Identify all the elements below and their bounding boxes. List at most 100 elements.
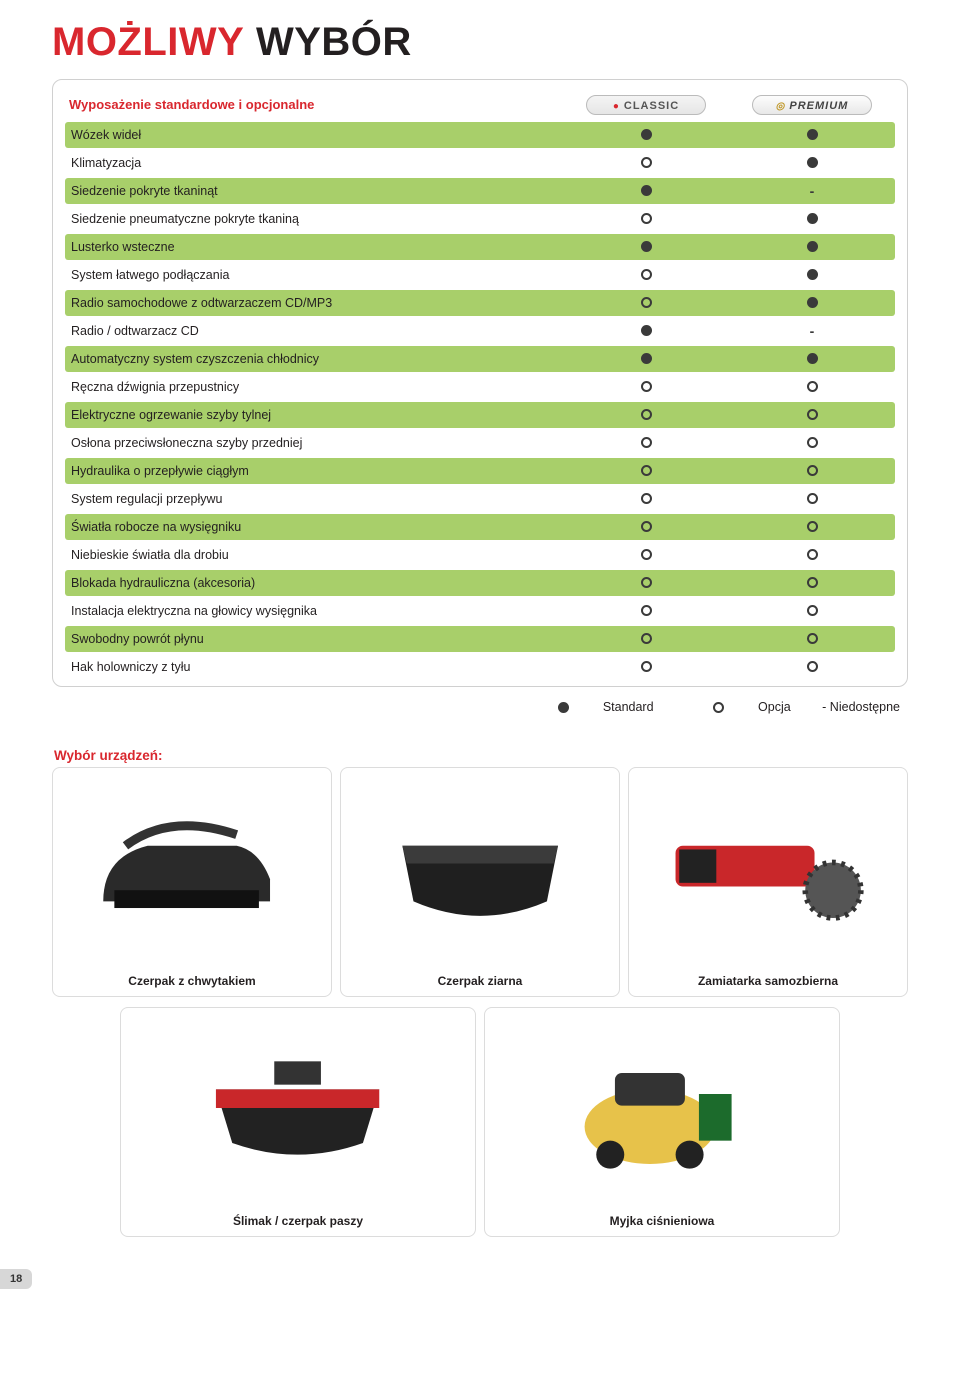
- feature-classic: [563, 346, 729, 372]
- open-dot-icon: [641, 409, 652, 420]
- feature-label: Automatyczny system czyszczenia chłodnic…: [65, 346, 563, 372]
- features-header-label: Wyposażenie standardowe i opcjonalne: [65, 90, 563, 120]
- device-card: Myjka ciśnieniowa: [484, 1007, 840, 1237]
- device-thumb: [629, 768, 907, 968]
- feature-label: Radio / odtwarzacz CD: [65, 318, 563, 344]
- device-caption: Zamiatarka samozbierna: [698, 968, 838, 988]
- feature-classic: [563, 374, 729, 400]
- feature-classic: [563, 514, 729, 540]
- feature-classic: [563, 290, 729, 316]
- feature-classic: [563, 598, 729, 624]
- device-card: Czerpak z chwytakiem: [52, 767, 332, 997]
- open-dot-icon: [807, 605, 818, 616]
- open-dot-icon: [641, 605, 652, 616]
- feature-classic: [563, 206, 729, 232]
- device-thumb: [53, 768, 331, 968]
- device-thumb: [121, 1008, 475, 1208]
- feature-classic: [563, 234, 729, 260]
- open-dot-icon: [641, 381, 652, 392]
- filled-dot-icon: [558, 702, 569, 713]
- feature-premium: [729, 402, 895, 428]
- feature-label: Niebieskie światła dla drobiu: [65, 542, 563, 568]
- table-row: Klimatyzacja: [65, 150, 895, 176]
- open-dot-icon: [713, 702, 724, 713]
- feature-label: System regulacji przepływu: [65, 486, 563, 512]
- feature-label: Hydraulika o przepływie ciągłym: [65, 458, 563, 484]
- feature-classic: [563, 570, 729, 596]
- table-row: Radio samochodowe z odtwarzaczem CD/MP3: [65, 290, 895, 316]
- feature-premium: [729, 262, 895, 288]
- filled-dot-icon: [641, 241, 652, 252]
- device-caption: Myjka ciśnieniowa: [610, 1208, 715, 1228]
- devices-row-bottom: Ślimak / czerpak paszy Myjka ciśnieniowa: [52, 1007, 908, 1237]
- filled-dot-icon: [641, 353, 652, 364]
- table-row: Osłona przeciwsłoneczna szyby przedniej: [65, 430, 895, 456]
- open-dot-icon: [641, 577, 652, 588]
- table-row: System regulacji przepływu: [65, 486, 895, 512]
- open-dot-icon: [641, 157, 652, 168]
- feature-label: Swobodny powrót płynu: [65, 626, 563, 652]
- table-row: Automatyczny system czyszczenia chłodnic…: [65, 346, 895, 372]
- feature-classic: [563, 486, 729, 512]
- filled-dot-icon: [641, 325, 652, 336]
- features-table: Wyposażenie standardowe i opcjonalne CLA…: [65, 88, 895, 682]
- device-thumb: [485, 1008, 839, 1208]
- device-caption: Ślimak / czerpak paszy: [233, 1208, 363, 1228]
- table-row: Wózek wideł: [65, 122, 895, 148]
- legend-standard-label: Standard: [603, 700, 654, 714]
- table-row: Instalacja elektryczna na głowicy wysięg…: [65, 598, 895, 624]
- device-caption: Czerpak z chwytakiem: [128, 968, 255, 988]
- feature-label: Radio samochodowe z odtwarzaczem CD/MP3: [65, 290, 563, 316]
- open-dot-icon: [641, 633, 652, 644]
- feature-label: Wózek wideł: [65, 122, 563, 148]
- feature-label: Hak holowniczy z tyłu: [65, 654, 563, 680]
- open-dot-icon: [807, 493, 818, 504]
- feature-premium: [729, 430, 895, 456]
- feature-premium: [729, 542, 895, 568]
- feature-label: Lusterko wsteczne: [65, 234, 563, 260]
- device-thumb: [341, 768, 619, 968]
- table-row: Lusterko wsteczne: [65, 234, 895, 260]
- feature-premium: [729, 346, 895, 372]
- open-dot-icon: [807, 521, 818, 532]
- table-row: Siedzenie pneumatyczne pokryte tkaniną: [65, 206, 895, 232]
- feature-premium: [729, 598, 895, 624]
- feature-classic: [563, 318, 729, 344]
- filled-dot-icon: [807, 297, 818, 308]
- feature-classic: [563, 402, 729, 428]
- device-card: Zamiatarka samozbierna: [628, 767, 908, 997]
- feature-classic: [563, 178, 729, 204]
- feature-classic: [563, 262, 729, 288]
- open-dot-icon: [807, 549, 818, 560]
- legend-na: - Niedostępne: [822, 700, 900, 714]
- table-row: Blokada hydrauliczna (akcesoria): [65, 570, 895, 596]
- feature-premium: [729, 374, 895, 400]
- filled-dot-icon: [641, 129, 652, 140]
- feature-premium: [729, 234, 895, 260]
- dash-icon: -: [810, 323, 815, 339]
- feature-premium: [729, 514, 895, 540]
- feature-label: Światła robocze na wysięgniku: [65, 514, 563, 540]
- open-dot-icon: [807, 577, 818, 588]
- feature-premium: [729, 486, 895, 512]
- page-title: MOŻLIWY WYBÓR: [52, 20, 908, 65]
- table-row: Siedzenie pokryte tkaninąt-: [65, 178, 895, 204]
- table-row: Światła robocze na wysięgniku: [65, 514, 895, 540]
- feature-label: Siedzenie pokryte tkaninąt: [65, 178, 563, 204]
- feature-classic: [563, 542, 729, 568]
- open-dot-icon: [641, 521, 652, 532]
- open-dot-icon: [807, 409, 818, 420]
- open-dot-icon: [641, 465, 652, 476]
- open-dot-icon: [641, 493, 652, 504]
- device-caption: Czerpak ziarna: [438, 968, 523, 988]
- device-card: Ślimak / czerpak paszy: [120, 1007, 476, 1237]
- open-dot-icon: [807, 465, 818, 476]
- column-header-classic: CLASSIC: [563, 90, 729, 120]
- open-dot-icon: [641, 549, 652, 560]
- filled-dot-icon: [807, 353, 818, 364]
- features-header-row: Wyposażenie standardowe i opcjonalne CLA…: [65, 90, 895, 120]
- filled-dot-icon: [807, 213, 818, 224]
- feature-label: Siedzenie pneumatyczne pokryte tkaniną: [65, 206, 563, 232]
- devices-header: Wybór urządzeń:: [54, 748, 908, 763]
- feature-premium: [729, 122, 895, 148]
